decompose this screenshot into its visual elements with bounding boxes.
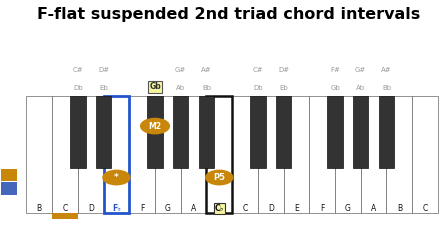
Text: B: B <box>397 204 402 213</box>
Text: A#: A# <box>381 67 392 73</box>
Bar <box>276 96 291 168</box>
Text: F: F <box>140 204 144 213</box>
Bar <box>361 96 386 213</box>
Text: A: A <box>371 204 376 213</box>
Text: M2: M2 <box>149 122 161 130</box>
Text: Db: Db <box>73 85 83 91</box>
Bar <box>232 96 258 213</box>
Text: F: F <box>320 204 324 213</box>
Text: A#: A# <box>201 67 212 73</box>
Bar <box>96 96 111 168</box>
Text: D: D <box>88 204 94 213</box>
Ellipse shape <box>141 118 169 134</box>
Text: B: B <box>37 204 42 213</box>
Ellipse shape <box>103 170 130 185</box>
Bar <box>379 96 394 168</box>
Bar <box>181 96 206 213</box>
Bar <box>250 96 266 168</box>
Text: C#: C# <box>73 67 83 73</box>
Bar <box>412 96 438 213</box>
Bar <box>206 96 232 213</box>
Bar <box>258 96 284 213</box>
Text: G: G <box>165 204 171 213</box>
Bar <box>173 96 188 168</box>
Bar <box>1 182 17 195</box>
Bar <box>206 96 232 213</box>
Text: basicmusictheory.com: basicmusictheory.com <box>7 84 11 132</box>
Bar <box>386 96 412 213</box>
Text: Bb: Bb <box>202 85 211 91</box>
Text: C♭: C♭ <box>215 204 224 213</box>
Bar <box>1 169 17 181</box>
Text: G#: G# <box>175 67 187 73</box>
Text: Bb: Bb <box>382 85 391 91</box>
Text: Gb: Gb <box>149 82 161 91</box>
Bar <box>353 96 368 168</box>
Text: D: D <box>268 204 274 213</box>
Text: C#: C# <box>253 67 263 73</box>
Bar <box>78 96 103 213</box>
Text: F#: F# <box>330 67 340 73</box>
Text: *: * <box>114 173 119 182</box>
Text: F-flat suspended 2nd triad chord intervals: F-flat suspended 2nd triad chord interva… <box>37 7 421 22</box>
Ellipse shape <box>206 170 233 185</box>
Text: G: G <box>345 204 351 213</box>
Bar <box>103 96 129 213</box>
Text: C: C <box>422 204 428 213</box>
Text: C: C <box>62 204 68 213</box>
Text: D#: D# <box>98 67 109 73</box>
Text: D#: D# <box>278 67 289 73</box>
Text: Ab: Ab <box>176 85 185 91</box>
Bar <box>52 96 78 213</box>
Bar <box>147 96 163 168</box>
Text: Ab: Ab <box>356 85 365 91</box>
Text: Eb: Eb <box>279 85 288 91</box>
Text: P5: P5 <box>213 173 225 182</box>
Text: Gb: Gb <box>330 85 340 91</box>
Text: A: A <box>191 204 196 213</box>
Bar <box>103 96 129 213</box>
Bar <box>199 96 214 168</box>
Bar <box>52 213 78 219</box>
Bar <box>70 96 86 168</box>
Bar <box>155 96 181 213</box>
Text: C: C <box>242 204 248 213</box>
Text: Db: Db <box>253 85 263 91</box>
Bar <box>327 96 343 168</box>
Bar <box>309 96 335 213</box>
Bar <box>335 96 361 213</box>
Text: Eb: Eb <box>99 85 108 91</box>
Bar <box>129 96 155 213</box>
Text: G#: G# <box>355 67 367 73</box>
Bar <box>284 96 309 213</box>
Bar <box>26 96 52 213</box>
Text: F♭: F♭ <box>112 204 121 213</box>
Text: E: E <box>294 204 299 213</box>
